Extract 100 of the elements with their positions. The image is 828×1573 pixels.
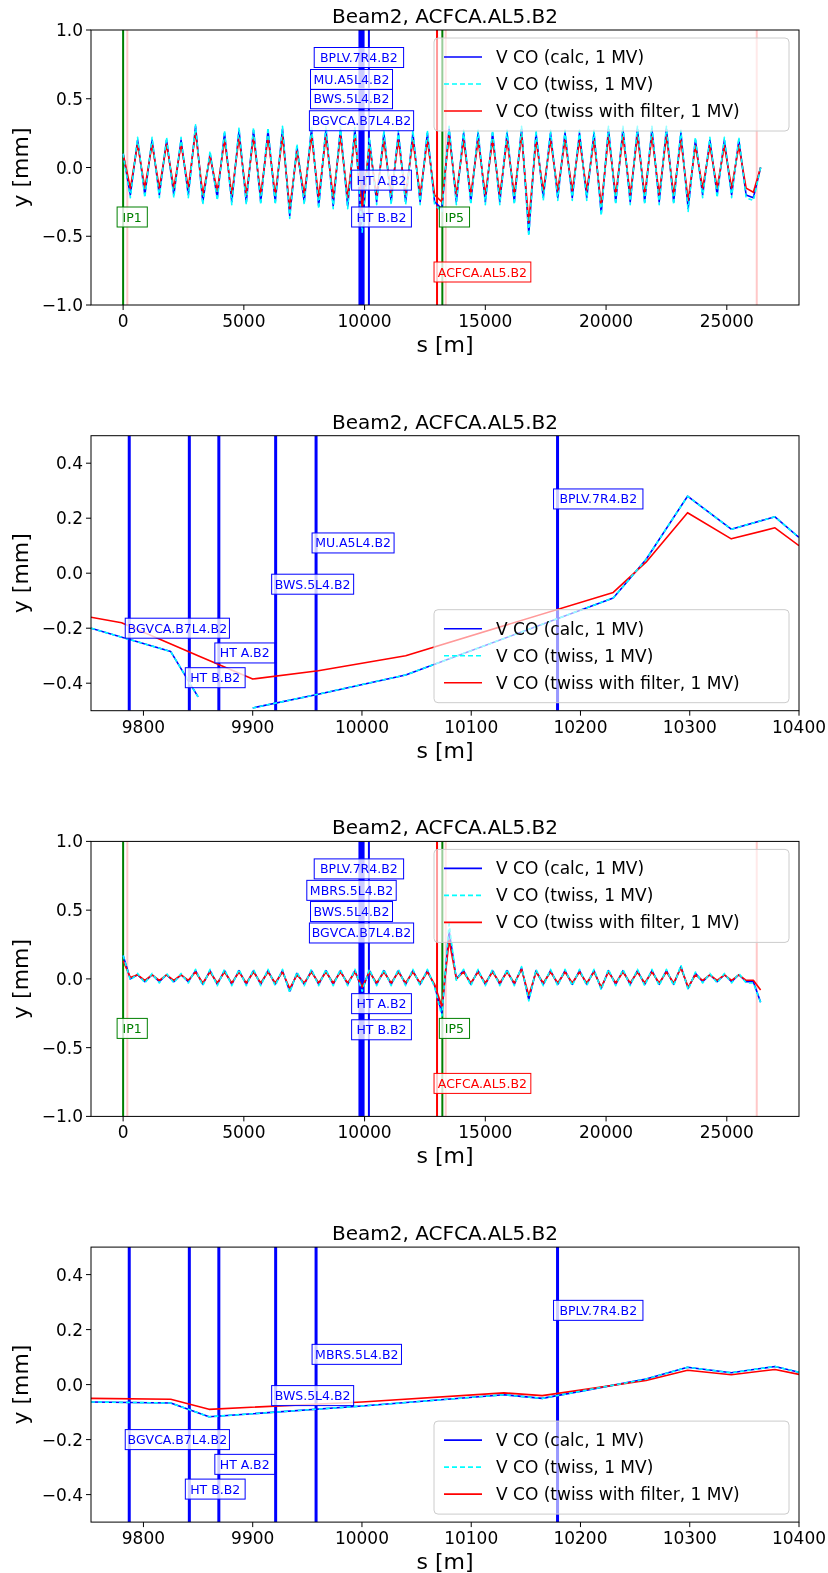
chart-title: Beam2, ACFCA.AL5.B2 [331,815,559,840]
y-tick-label: 1.0 [55,20,83,40]
annotation: HT B.B2 [356,209,407,225]
y-tick-label: −1.0 [41,295,83,315]
chart-title: Beam2, ACFCA.AL5.B2 [331,1221,559,1246]
x-tick-label: 10300 [662,1528,717,1549]
x-tick-label: 10000 [337,311,392,331]
legend-label: V CO (twiss with filter, 1 MV) [496,1484,740,1505]
x-tick-label: 10300 [662,716,717,737]
ref-line-label: HT B.B2 [190,1481,241,1497]
y-tick-label: 0.5 [55,900,83,921]
x-tick-label: 15000 [458,311,513,331]
y-tick-label: −0.4 [41,673,83,694]
annotation: BGVCA.B7L4.B2 [311,925,412,941]
legend-label: V CO (twiss with filter, 1 MV) [496,912,740,933]
legend-label: V CO (twiss with filter, 1 MV) [496,672,740,693]
ref-line-label: BGVCA.B7L4.B2 [127,1432,228,1448]
x-tick-label: 0 [117,311,129,331]
chart-title: Beam2, ACFCA.AL5.B2 [331,409,559,434]
x-axis-title: s [m] [416,332,474,357]
ref-line-label: IP1 [122,1020,142,1036]
x-axis-title: s [m] [416,1143,474,1169]
ref-line-label: BWS.5L4.B2 [274,576,351,592]
ref-line-label: ACFCA.AL5.B2 [437,1075,528,1091]
y-axis-title: y [mm] [8,533,33,614]
x-tick-label: 20000 [579,311,634,331]
y-tick-label: 0.2 [55,508,83,529]
y-tick-label: 0.5 [55,88,83,109]
ref-line-label: MBRS.5L4.B2 [315,1346,399,1362]
x-tick-label: 10000 [334,1528,390,1549]
x-tick-label: 15000 [458,1122,513,1143]
y-tick-label: 1.0 [55,831,83,852]
x-axis-title: s [m] [416,1549,474,1573]
ref-line-label: BPLV.7R4.B2 [320,50,398,65]
ref-line-label: BPLV.7R4.B2 [320,861,398,877]
x-tick-label: 5000 [222,1122,266,1143]
x-axis-title: s [m] [416,737,474,763]
ref-line-label: IP1 [122,209,142,225]
x-tick-label: 9800 [121,1528,166,1549]
y-axis-title: y [mm] [8,1344,33,1425]
line-series [91,1368,799,1411]
ref-line-label: IP5 [444,1020,465,1036]
y-tick-label: −0.2 [41,1429,83,1450]
y-tick-label: 0.2 [55,1319,83,1340]
chart-title: Beam2, ACFCA.AL5.B2 [331,4,559,28]
annotation: BGVCA.B7L4.B2 [311,113,412,129]
legend-label: V CO (calc, 1 MV) [496,618,645,639]
ref-line-label: BPLV.7R4.B2 [559,1302,638,1318]
x-tick-label: 9900 [231,716,275,737]
x-tick-label: 0 [117,1122,129,1143]
y-tick-label: −1.0 [41,1106,83,1127]
x-tick-label: 25000 [699,311,754,331]
ref-line-label: HT A.B2 [219,645,270,661]
annotation: BWS.5L4.B2 [313,91,390,107]
y-tick-label: 0.4 [55,1264,83,1285]
x-tick-label: 10200 [553,716,608,737]
x-tick-label: 9900 [231,1528,275,1549]
ref-line-label: ACFCA.AL5.B2 [437,264,528,280]
x-tick-label: 10100 [444,716,499,737]
annotation: HT A.B2 [356,996,407,1012]
annotation: HT B.B2 [356,1022,407,1038]
y-tick-label: −0.5 [41,1037,83,1058]
annotation: BWS.5L4.B2 [313,904,390,920]
legend-label: V CO (twiss, 1 MV) [496,74,654,94]
ref-line-label: MU.A5L4.B2 [315,535,391,551]
legend-label: V CO (twiss with filter, 1 MV) [496,101,740,121]
annotation: MU.A5L4.B2 [313,72,390,87]
ref-line-label: BPLV.7R4.B2 [559,491,638,507]
ref-line-label: IP5 [444,209,465,225]
legend-label: V CO (calc, 1 MV) [496,47,645,67]
y-tick-label: 0.0 [55,563,83,584]
ref-line-label: HT A.B2 [219,1456,270,1472]
ref-line-label: BGVCA.B7L4.B2 [127,620,228,636]
annotation: HT A.B2 [356,172,407,188]
annotation: MBRS.5L4.B2 [309,882,394,898]
legend-label: V CO (twiss, 1 MV) [496,1457,654,1478]
x-tick-label: 10000 [337,1122,392,1143]
ref-line-label: HT B.B2 [190,670,241,686]
y-tick-label: 0.0 [55,968,83,989]
legend-label: V CO (calc, 1 MV) [496,1430,645,1451]
y-tick-label: 0.0 [55,1374,83,1395]
legend-label: V CO (calc, 1 MV) [496,858,645,879]
y-tick-label: −0.4 [41,1484,83,1505]
legend-label: V CO (twiss, 1 MV) [496,645,654,666]
y-tick-label: −0.2 [41,618,83,639]
x-tick-label: 9800 [121,716,166,737]
x-tick-label: 5000 [222,311,266,331]
x-tick-label: 10400 [771,1528,827,1549]
y-tick-label: 0.0 [55,157,83,178]
y-tick-label: 0.4 [55,453,83,474]
y-axis-title: y [mm] [8,127,33,208]
x-tick-label: 10400 [771,716,827,737]
x-tick-label: 10000 [334,716,390,737]
x-tick-label: 10100 [444,1528,499,1549]
y-axis-title: y [mm] [8,938,33,1019]
ref-line-label: BWS.5L4.B2 [274,1388,351,1404]
x-tick-label: 10200 [553,1528,608,1549]
x-tick-label: 20000 [579,1122,634,1143]
y-tick-label: −0.5 [41,226,83,247]
x-tick-label: 25000 [699,1122,754,1143]
